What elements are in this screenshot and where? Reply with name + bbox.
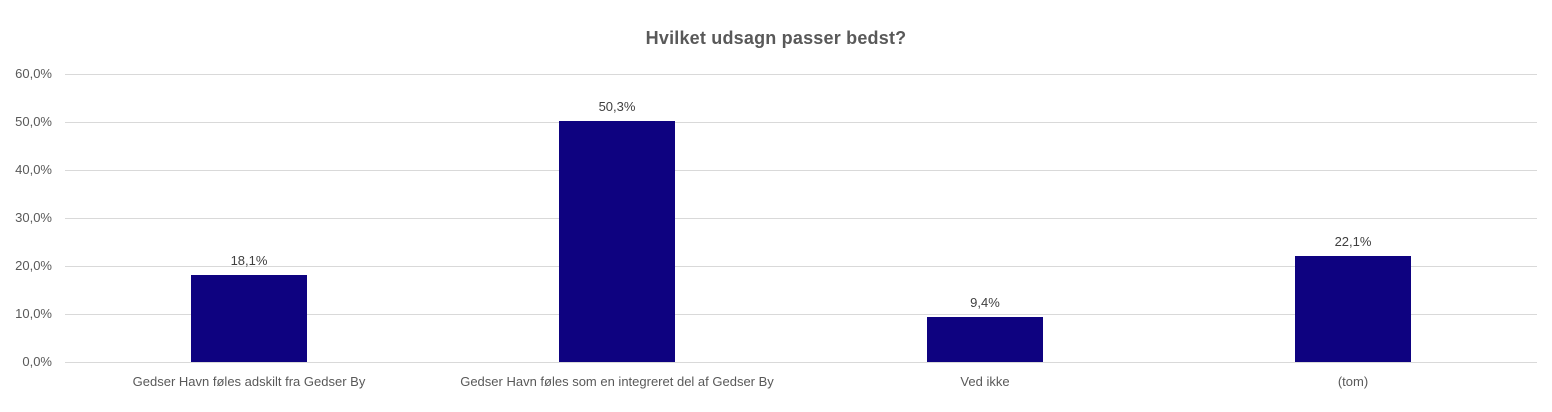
y-tick-label: 40,0%: [15, 162, 52, 177]
x-category-label: Ved ikke: [960, 374, 1010, 389]
bar: [927, 317, 1043, 362]
x-category-label: Gedser Havn føles som en integreret del …: [460, 374, 774, 389]
bar: [191, 275, 307, 362]
bar: [1295, 256, 1411, 362]
data-label: 18,1%: [230, 253, 268, 268]
y-tick-label: 0,0%: [22, 354, 52, 369]
gridline: [65, 266, 1537, 267]
gridline: [65, 314, 1537, 315]
gridline: [65, 218, 1537, 219]
y-tick-label: 60,0%: [15, 66, 52, 81]
data-label: 22,1%: [1334, 234, 1372, 249]
x-category-label: (tom): [1337, 374, 1369, 389]
x-category-label: Gedser Havn føles adskilt fra Gedser By: [132, 374, 366, 389]
data-label: 9,4%: [970, 295, 1000, 310]
data-label: 50,3%: [598, 99, 636, 114]
x-axis-line: [65, 362, 1537, 363]
gridline: [65, 74, 1537, 75]
y-tick-label: 10,0%: [15, 306, 52, 321]
y-tick-label: 20,0%: [15, 258, 52, 273]
gridline: [65, 122, 1537, 123]
y-tick-label: 50,0%: [15, 114, 52, 129]
chart-title: Hvilket udsagn passer bedst?: [645, 28, 907, 48]
gridline: [65, 170, 1537, 171]
y-tick-label: 30,0%: [15, 210, 52, 225]
bar: [559, 121, 675, 362]
